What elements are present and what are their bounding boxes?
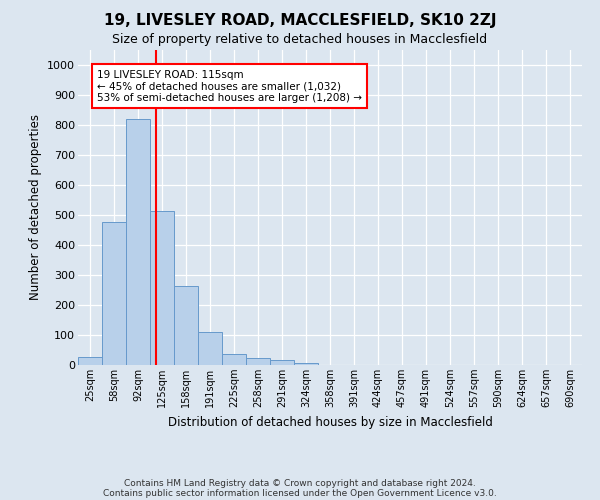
Bar: [78, 356, 102, 365]
Bar: [270, 360, 294, 365]
Text: Contains public sector information licensed under the Open Government Licence v3: Contains public sector information licen…: [103, 488, 497, 498]
Y-axis label: Number of detached properties: Number of detached properties: [29, 114, 41, 300]
Bar: [102, 222, 126, 365]
Bar: [246, 358, 270, 365]
Bar: [174, 286, 198, 365]
Bar: [150, 210, 174, 365]
Text: 19 LIVESLEY ROAD: 115sqm
← 45% of detached houses are smaller (1,032)
53% of sem: 19 LIVESLEY ROAD: 115sqm ← 45% of detach…: [97, 70, 362, 102]
Text: Contains HM Land Registry data © Crown copyright and database right 2024.: Contains HM Land Registry data © Crown c…: [124, 478, 476, 488]
Text: Size of property relative to detached houses in Macclesfield: Size of property relative to detached ho…: [112, 32, 488, 46]
Text: 19, LIVESLEY ROAD, MACCLESFIELD, SK10 2ZJ: 19, LIVESLEY ROAD, MACCLESFIELD, SK10 2Z…: [104, 12, 496, 28]
Bar: [126, 119, 150, 365]
Bar: [222, 354, 246, 365]
Bar: [198, 332, 222, 365]
Bar: [294, 362, 318, 365]
X-axis label: Distribution of detached houses by size in Macclesfield: Distribution of detached houses by size …: [167, 416, 493, 428]
